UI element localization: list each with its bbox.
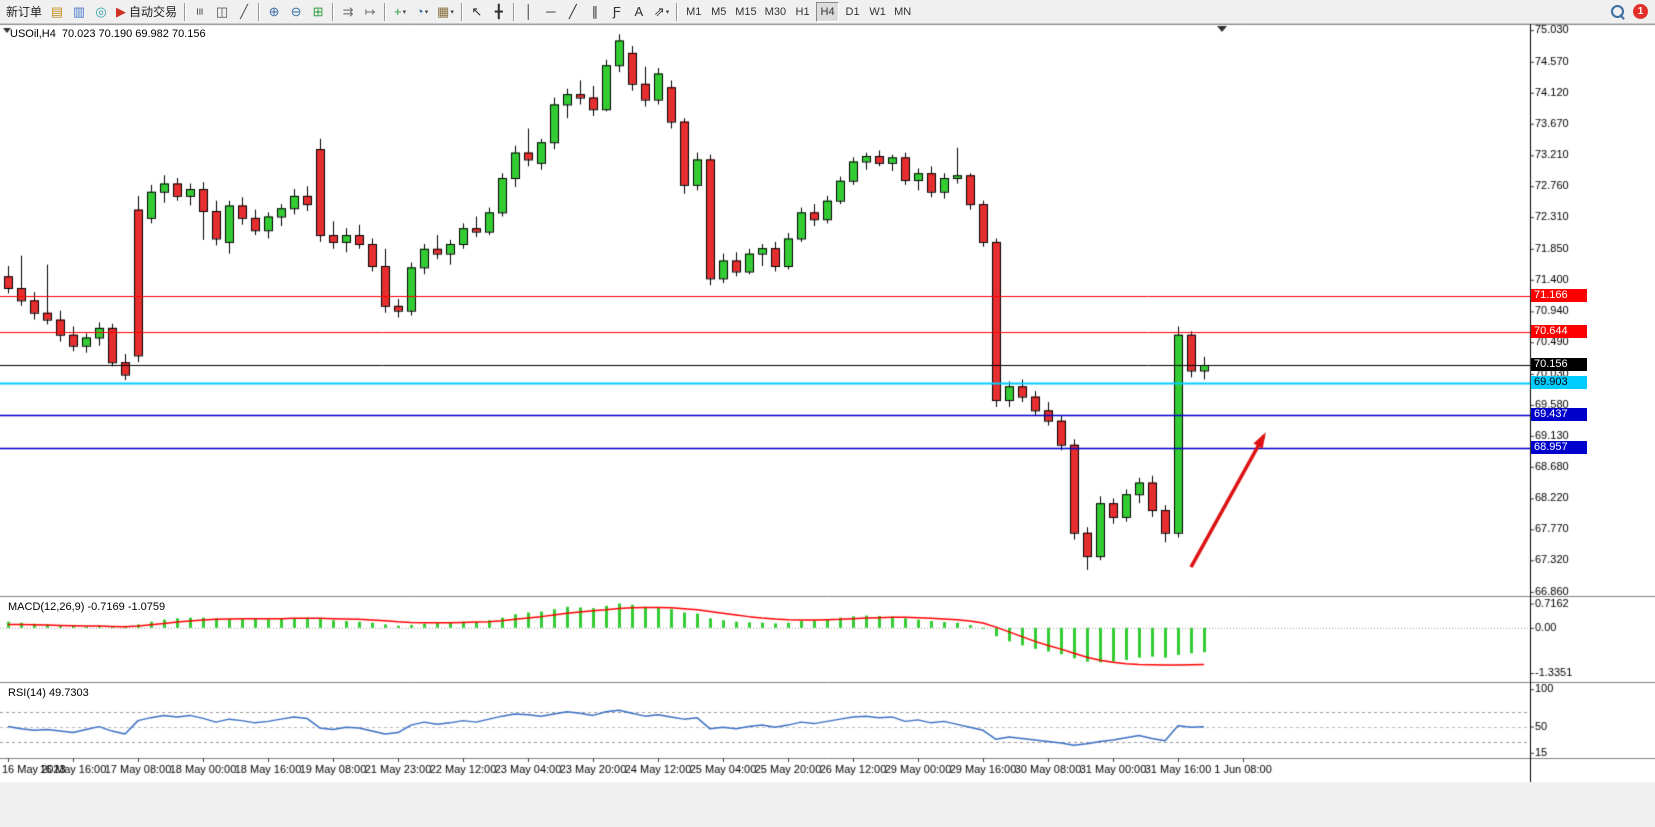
navigator-button[interactable]: ◎ bbox=[91, 2, 111, 22]
bar-chart-icon: ≡ bbox=[192, 7, 208, 16]
zoom-out-button[interactable]: ⊖ bbox=[286, 2, 306, 22]
timeframe-MN-button[interactable]: MN bbox=[891, 2, 914, 22]
tile-windows-icon: ⊞ bbox=[312, 4, 324, 19]
timeframe-H4-button[interactable]: H4 bbox=[816, 1, 840, 22]
horizontal-line-icon: ─ bbox=[546, 4, 556, 19]
cursor-icon: ↖ bbox=[471, 4, 483, 19]
toolbar-group: ≡ ◫ ╱ bbox=[189, 2, 255, 22]
arrows-icon: ⇗ bbox=[653, 4, 665, 19]
timeframe-H1-button[interactable]: H1 bbox=[791, 2, 814, 22]
template-icon: ▦ bbox=[437, 4, 450, 19]
toolbar-separator bbox=[184, 2, 187, 21]
fibonacci-icon: Ƒ bbox=[612, 4, 621, 19]
line-chart-icon: ╱ bbox=[240, 4, 248, 19]
add-indicator-button[interactable]: + ▾ bbox=[390, 2, 410, 22]
toolbar-group: ⊕ ⊖ ⊞ bbox=[263, 2, 329, 22]
dropdown-caret-icon: ▾ bbox=[424, 8, 429, 16]
toolbar: 新订单 ▤ ▥ ◎ ▶ 自动交易 ≡ ◫ ╱ ⊕ ⊖ ⊞ ⇉ ↦ + ▾ ◔ ▾ ▦ ▾ ↖ ╋ │ ─ ╱ ∥… bbox=[0, 0, 1655, 24]
add-indicator-icon: + bbox=[393, 4, 402, 19]
dropdown-caret-icon: ▾ bbox=[450, 8, 454, 16]
dropdown-caret-icon: ▾ bbox=[402, 8, 407, 16]
dropdown-caret-icon: ▾ bbox=[665, 8, 670, 16]
autotrading-icon: ▶ bbox=[116, 4, 127, 19]
trendline-icon: ╱ bbox=[568, 4, 577, 19]
toolbar-group: ↖ ╋ bbox=[466, 2, 510, 22]
data-window-icon: ▥ bbox=[72, 4, 86, 19]
autotrading-label: 自动交易 bbox=[129, 5, 178, 19]
crosshair-button[interactable]: ╋ bbox=[489, 2, 509, 22]
toolbar-group: ▤ ▥ ◎ bbox=[46, 2, 112, 22]
timeframe-M1-button[interactable]: M1 bbox=[682, 2, 705, 22]
toolbar-separator bbox=[512, 2, 515, 21]
text-label-icon: A bbox=[634, 4, 644, 19]
template-button[interactable]: ▦ ▾ bbox=[434, 2, 457, 22]
crosshair-icon: ╋ bbox=[494, 4, 503, 19]
timeframe-M15-button[interactable]: M15 bbox=[732, 2, 759, 22]
fibonacci-button[interactable]: Ƒ bbox=[607, 2, 627, 22]
timeframe-M5-button[interactable]: M5 bbox=[707, 2, 730, 22]
data-window-button[interactable]: ▥ bbox=[69, 2, 89, 22]
zoom-in-button[interactable]: ⊕ bbox=[264, 2, 284, 22]
notification-badge[interactable]: 1 bbox=[1633, 4, 1648, 19]
toolbar-separator bbox=[384, 2, 387, 21]
new-order-button[interactable]: 新订单 bbox=[3, 2, 45, 22]
autotrading-button[interactable]: ▶ 自动交易 bbox=[113, 2, 180, 22]
tile-windows-button[interactable]: ⊞ bbox=[308, 2, 328, 22]
zoom-in-icon: ⊕ bbox=[268, 4, 280, 19]
timeframe-D1-button[interactable]: D1 bbox=[841, 2, 864, 22]
auto-scroll-icon: ⇉ bbox=[342, 4, 354, 19]
toolbar-separator bbox=[460, 2, 463, 21]
market-watch-button[interactable]: ▤ bbox=[47, 2, 67, 22]
navigator-icon: ◎ bbox=[95, 4, 107, 19]
period-icon: ◔ bbox=[415, 4, 424, 19]
equidistant-channel-button[interactable]: ∥ bbox=[585, 2, 605, 22]
timeframe-group: M1 M5 M15 M30 H1 H4 D1 W1 MN bbox=[681, 1, 915, 22]
market-watch-icon: ▤ bbox=[50, 4, 64, 19]
equidistant-channel-icon: ∥ bbox=[591, 4, 599, 19]
trendline-button[interactable]: ╱ bbox=[563, 2, 583, 22]
chart-shift-icon: ↦ bbox=[364, 4, 376, 19]
vertical-line-icon: │ bbox=[524, 4, 533, 19]
cursor-button[interactable]: ↖ bbox=[467, 2, 487, 22]
timeframe-M30-button[interactable]: M30 bbox=[762, 2, 789, 22]
text-label-button[interactable]: A bbox=[629, 2, 649, 22]
candlestick-chart-icon: ◫ bbox=[215, 4, 229, 19]
line-chart-button[interactable]: ╱ bbox=[234, 2, 254, 22]
timeframe-W1-button[interactable]: W1 bbox=[866, 2, 889, 22]
candlestick-chart-button[interactable]: ◫ bbox=[212, 2, 232, 22]
zoom-out-icon: ⊖ bbox=[290, 4, 302, 19]
chart-shift-button[interactable]: ↦ bbox=[360, 2, 380, 22]
toolbar-group: ⇉ ↦ bbox=[337, 2, 381, 22]
period-button[interactable]: ◔ ▾ bbox=[412, 2, 432, 22]
toolbar-group: + ▾ ◔ ▾ ▦ ▾ bbox=[389, 2, 458, 22]
toolbar-separator bbox=[676, 2, 679, 21]
toolbar-separator bbox=[258, 2, 261, 21]
search-button[interactable] bbox=[1607, 2, 1627, 22]
search-icon bbox=[1610, 5, 1624, 18]
new-order-label: 新订单 bbox=[6, 5, 43, 19]
bar-chart-button[interactable]: ≡ bbox=[190, 2, 210, 22]
arrows-button[interactable]: ⇗ ▾ bbox=[651, 2, 672, 22]
horizontal-line-button[interactable]: ─ bbox=[541, 2, 561, 22]
toolbar-group: │ ─ ╱ ∥ Ƒ A ⇗ ▾ bbox=[518, 2, 673, 22]
auto-scroll-button[interactable]: ⇉ bbox=[338, 2, 358, 22]
vertical-line-button[interactable]: │ bbox=[519, 2, 539, 22]
toolbar-separator bbox=[332, 2, 335, 21]
